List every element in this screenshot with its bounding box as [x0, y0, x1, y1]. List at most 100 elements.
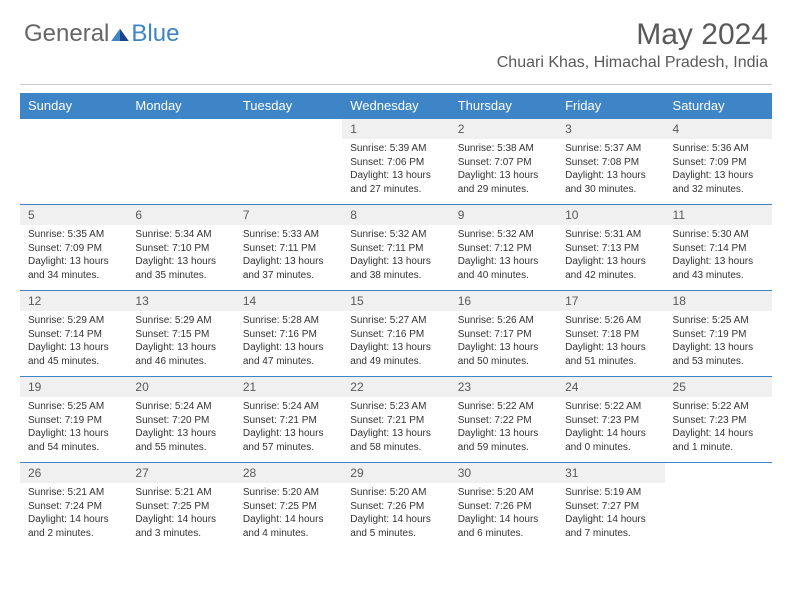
day-number-cell: 13 — [127, 291, 234, 312]
sunset-text: Sunset: 7:23 PM — [565, 414, 656, 428]
daylight-text: Daylight: 13 hours and 42 minutes. — [565, 255, 656, 282]
day-number-cell: 12 — [20, 291, 127, 312]
weekday-header: Monday — [127, 93, 234, 119]
sunrise-text: Sunrise: 5:26 AM — [458, 314, 549, 328]
title-block: May 2024 Chuari Khas, Himachal Pradesh, … — [497, 18, 768, 72]
page-header: General Blue May 2024 Chuari Khas, Himac… — [0, 0, 792, 78]
daylight-text: Daylight: 13 hours and 50 minutes. — [458, 341, 549, 368]
day-number-cell — [665, 463, 772, 484]
day-number-cell: 15 — [342, 291, 449, 312]
day-content-cell: Sunrise: 5:20 AMSunset: 7:26 PMDaylight:… — [342, 483, 449, 548]
day-number-cell: 19 — [20, 377, 127, 398]
sunset-text: Sunset: 7:21 PM — [243, 414, 334, 428]
day-content-row: Sunrise: 5:35 AMSunset: 7:09 PMDaylight:… — [20, 225, 772, 291]
day-content-cell: Sunrise: 5:22 AMSunset: 7:23 PMDaylight:… — [557, 397, 664, 463]
day-number-cell: 31 — [557, 463, 664, 484]
sunrise-text: Sunrise: 5:30 AM — [673, 228, 764, 242]
day-number-cell: 27 — [127, 463, 234, 484]
day-content-row: Sunrise: 5:29 AMSunset: 7:14 PMDaylight:… — [20, 311, 772, 377]
day-content-cell: Sunrise: 5:20 AMSunset: 7:26 PMDaylight:… — [450, 483, 557, 548]
day-number-cell: 20 — [127, 377, 234, 398]
day-number-cell: 26 — [20, 463, 127, 484]
sunrise-text: Sunrise: 5:28 AM — [243, 314, 334, 328]
day-number-row: 12131415161718 — [20, 291, 772, 312]
sunrise-text: Sunrise: 5:27 AM — [350, 314, 441, 328]
day-number-cell: 6 — [127, 205, 234, 226]
weekday-header: Wednesday — [342, 93, 449, 119]
sunrise-text: Sunrise: 5:21 AM — [28, 486, 119, 500]
day-content-cell: Sunrise: 5:25 AMSunset: 7:19 PMDaylight:… — [665, 311, 772, 377]
day-content-cell: Sunrise: 5:25 AMSunset: 7:19 PMDaylight:… — [20, 397, 127, 463]
sunset-text: Sunset: 7:08 PM — [565, 156, 656, 170]
day-content-cell: Sunrise: 5:32 AMSunset: 7:11 PMDaylight:… — [342, 225, 449, 291]
month-title: May 2024 — [497, 18, 768, 52]
day-content-cell: Sunrise: 5:22 AMSunset: 7:23 PMDaylight:… — [665, 397, 772, 463]
sunset-text: Sunset: 7:16 PM — [243, 328, 334, 342]
daylight-text: Daylight: 13 hours and 32 minutes. — [673, 169, 764, 196]
sunset-text: Sunset: 7:10 PM — [135, 242, 226, 256]
daylight-text: Daylight: 14 hours and 7 minutes. — [565, 513, 656, 540]
location-text: Chuari Khas, Himachal Pradesh, India — [497, 54, 768, 72]
weekday-header: Thursday — [450, 93, 557, 119]
day-number-cell: 5 — [20, 205, 127, 226]
daylight-text: Daylight: 13 hours and 46 minutes. — [135, 341, 226, 368]
daylight-text: Daylight: 13 hours and 29 minutes. — [458, 169, 549, 196]
daylight-text: Daylight: 13 hours and 45 minutes. — [28, 341, 119, 368]
day-number-cell: 8 — [342, 205, 449, 226]
daylight-text: Daylight: 13 hours and 37 minutes. — [243, 255, 334, 282]
sunrise-text: Sunrise: 5:19 AM — [565, 486, 656, 500]
sunset-text: Sunset: 7:18 PM — [565, 328, 656, 342]
header-divider — [20, 84, 772, 85]
sunset-text: Sunset: 7:25 PM — [135, 500, 226, 514]
day-content-cell: Sunrise: 5:21 AMSunset: 7:24 PMDaylight:… — [20, 483, 127, 548]
sunrise-text: Sunrise: 5:31 AM — [565, 228, 656, 242]
day-number-row: 262728293031 — [20, 463, 772, 484]
day-number-cell — [127, 119, 234, 140]
day-content-cell: Sunrise: 5:32 AMSunset: 7:12 PMDaylight:… — [450, 225, 557, 291]
sunrise-text: Sunrise: 5:37 AM — [565, 142, 656, 156]
sunset-text: Sunset: 7:20 PM — [135, 414, 226, 428]
sunrise-text: Sunrise: 5:34 AM — [135, 228, 226, 242]
sunset-text: Sunset: 7:11 PM — [350, 242, 441, 256]
day-number-cell: 22 — [342, 377, 449, 398]
day-number-row: 567891011 — [20, 205, 772, 226]
weekday-header: Tuesday — [235, 93, 342, 119]
sunrise-text: Sunrise: 5:25 AM — [28, 400, 119, 414]
brand-triangle-icon — [111, 27, 129, 41]
daylight-text: Daylight: 13 hours and 34 minutes. — [28, 255, 119, 282]
day-content-cell: Sunrise: 5:30 AMSunset: 7:14 PMDaylight:… — [665, 225, 772, 291]
day-number-cell: 11 — [665, 205, 772, 226]
day-number-cell: 2 — [450, 119, 557, 140]
sunrise-text: Sunrise: 5:20 AM — [350, 486, 441, 500]
day-content-cell: Sunrise: 5:24 AMSunset: 7:20 PMDaylight:… — [127, 397, 234, 463]
day-content-cell: Sunrise: 5:36 AMSunset: 7:09 PMDaylight:… — [665, 139, 772, 205]
day-content-cell: Sunrise: 5:38 AMSunset: 7:07 PMDaylight:… — [450, 139, 557, 205]
day-number-cell: 24 — [557, 377, 664, 398]
day-content-cell: Sunrise: 5:37 AMSunset: 7:08 PMDaylight:… — [557, 139, 664, 205]
day-number-cell: 9 — [450, 205, 557, 226]
sunset-text: Sunset: 7:26 PM — [458, 500, 549, 514]
sunset-text: Sunset: 7:11 PM — [243, 242, 334, 256]
day-content-cell: Sunrise: 5:39 AMSunset: 7:06 PMDaylight:… — [342, 139, 449, 205]
sunset-text: Sunset: 7:23 PM — [673, 414, 764, 428]
day-number-row: 19202122232425 — [20, 377, 772, 398]
daylight-text: Daylight: 14 hours and 2 minutes. — [28, 513, 119, 540]
daylight-text: Daylight: 13 hours and 53 minutes. — [673, 341, 764, 368]
sunset-text: Sunset: 7:26 PM — [350, 500, 441, 514]
sunrise-text: Sunrise: 5:25 AM — [673, 314, 764, 328]
brand-logo: General Blue — [24, 20, 179, 48]
sunset-text: Sunset: 7:19 PM — [28, 414, 119, 428]
sunset-text: Sunset: 7:24 PM — [28, 500, 119, 514]
day-content-cell: Sunrise: 5:26 AMSunset: 7:18 PMDaylight:… — [557, 311, 664, 377]
day-number-cell: 1 — [342, 119, 449, 140]
daylight-text: Daylight: 14 hours and 1 minute. — [673, 427, 764, 454]
day-number-cell: 4 — [665, 119, 772, 140]
day-content-cell: Sunrise: 5:20 AMSunset: 7:25 PMDaylight:… — [235, 483, 342, 548]
sunset-text: Sunset: 7:07 PM — [458, 156, 549, 170]
daylight-text: Daylight: 13 hours and 54 minutes. — [28, 427, 119, 454]
sunset-text: Sunset: 7:09 PM — [28, 242, 119, 256]
day-number-cell — [235, 119, 342, 140]
day-content-cell: Sunrise: 5:19 AMSunset: 7:27 PMDaylight:… — [557, 483, 664, 548]
sunrise-text: Sunrise: 5:29 AM — [28, 314, 119, 328]
day-content-row: Sunrise: 5:39 AMSunset: 7:06 PMDaylight:… — [20, 139, 772, 205]
